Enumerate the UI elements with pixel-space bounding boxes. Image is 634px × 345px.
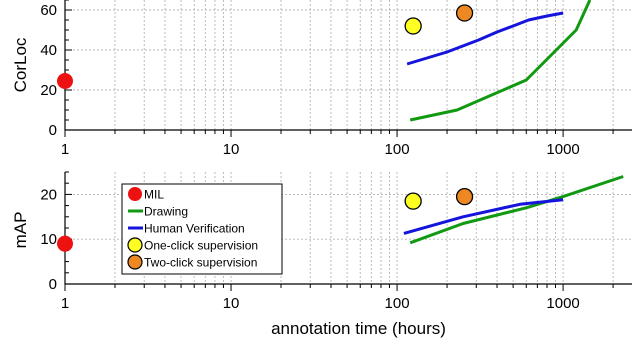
- data-point-mil: [57, 73, 73, 89]
- legend-box: [121, 183, 283, 275]
- y-tick-label: 10: [40, 231, 57, 248]
- data-point-two-click-supervision: [455, 187, 474, 206]
- x-tick-label: 1: [61, 295, 69, 312]
- data-point-one-click-supervision: [404, 192, 422, 210]
- y-tick-label: 40: [40, 42, 57, 59]
- series-line-drawing: [409, 175, 624, 245]
- series-line-human-verification: [406, 11, 564, 66]
- x-tick-label: 100: [385, 141, 410, 158]
- y-axis-title-top: CorLoc: [11, 37, 30, 92]
- legend-swatch-marker: [127, 237, 143, 253]
- data-point-one-click-supervision: [404, 17, 422, 35]
- x-tick-label: 100: [385, 295, 410, 312]
- legend-swatch-marker: [127, 254, 143, 270]
- y-tick-label: 60: [40, 2, 57, 19]
- plot-area-top: [406, 0, 592, 122]
- x-tick-label: 1000: [546, 295, 579, 312]
- legend-swatch-marker: [128, 187, 142, 201]
- legend-label: Two-click supervision: [144, 256, 257, 270]
- grid-top: [64, 0, 632, 130]
- x-tick-label: 10: [223, 141, 240, 158]
- data-point-two-click-supervision: [455, 4, 474, 22]
- y-tick-label: 0: [49, 276, 57, 293]
- x-axis-title: annotation time (hours): [271, 319, 446, 338]
- y-tick-label: 20: [40, 186, 57, 203]
- series-line-drawing: [409, 0, 592, 122]
- x-tick-label: 10: [223, 295, 240, 312]
- y-axis-title-bottom: mAP: [11, 212, 30, 249]
- legend-label: Human Verification: [144, 222, 245, 236]
- y-tick-label: 20: [40, 82, 57, 99]
- data-point-mil: [57, 235, 73, 252]
- legend-label: MIL: [144, 188, 164, 202]
- legend: MIL Drawing Human Verification One-click su…: [121, 183, 283, 275]
- x-tick-label: 1: [61, 141, 69, 158]
- legend-label: One-click supervision: [144, 239, 258, 253]
- plot-area-bottom: [403, 175, 624, 245]
- series-line-human-verification: [403, 198, 564, 235]
- legend-label: Drawing: [144, 205, 188, 219]
- x-tick-label: 1000: [546, 141, 579, 158]
- y-tick-label: 0: [49, 122, 57, 139]
